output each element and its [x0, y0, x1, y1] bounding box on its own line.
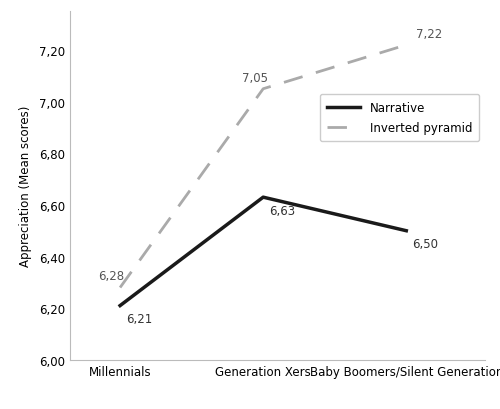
Text: 6,21: 6,21	[126, 312, 152, 325]
Text: 6,50: 6,50	[412, 238, 438, 251]
Text: 6,28: 6,28	[98, 270, 124, 283]
Text: 7,22: 7,22	[416, 28, 442, 40]
Y-axis label: Appreciation (Mean scores): Appreciation (Mean scores)	[19, 106, 32, 267]
Text: 6,63: 6,63	[269, 204, 295, 217]
Legend: Narrative, Inverted pyramid: Narrative, Inverted pyramid	[320, 94, 479, 142]
Text: 7,05: 7,05	[242, 72, 268, 84]
